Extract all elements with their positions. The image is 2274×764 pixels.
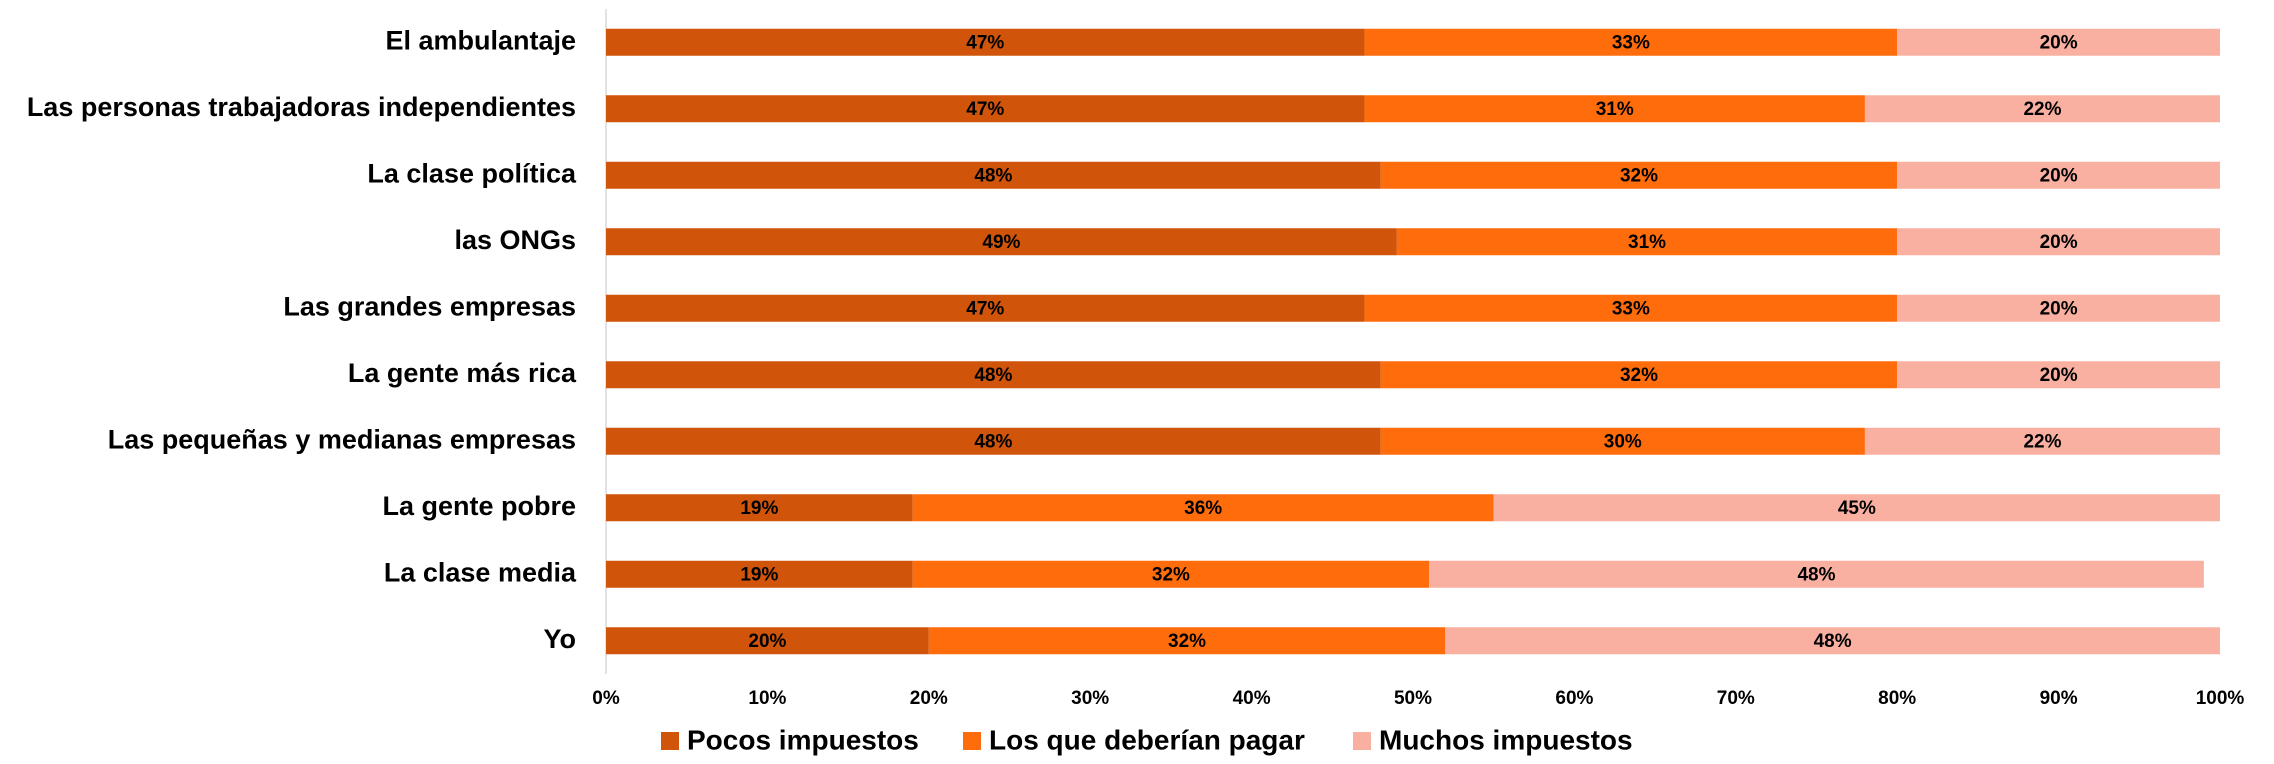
bar-segment xyxy=(606,427,1381,455)
value-label: 45% xyxy=(1838,498,1876,519)
bar-segment xyxy=(1445,627,2220,655)
x-tick-label: 10% xyxy=(748,688,786,709)
value-label: 32% xyxy=(1168,631,1206,652)
value-label: 20% xyxy=(2040,165,2078,186)
bar-segment xyxy=(1364,28,1898,56)
value-label: 48% xyxy=(1797,564,1835,585)
category-label: Las grandes empresas xyxy=(283,291,576,321)
bar-segment xyxy=(606,28,1365,56)
bar-segment xyxy=(912,560,1430,588)
value-label: 47% xyxy=(966,32,1004,53)
bar-segment xyxy=(912,494,1494,522)
category-label: El ambulantaje xyxy=(385,25,576,55)
category-label: Yo xyxy=(544,624,577,654)
legend-swatch xyxy=(963,732,981,750)
bar-segment xyxy=(1897,28,2220,56)
bar-segment xyxy=(1493,494,2220,522)
value-label: 32% xyxy=(1620,365,1658,386)
value-label: 19% xyxy=(740,498,778,519)
value-label: 47% xyxy=(966,99,1004,120)
bar-segment xyxy=(1396,228,1898,256)
x-tick-label: 80% xyxy=(1878,688,1916,709)
category-label: La gente más rica xyxy=(348,358,577,388)
x-tick-label: 60% xyxy=(1555,688,1593,709)
x-tick-label: 0% xyxy=(592,688,620,709)
bar-segment xyxy=(1897,228,2220,256)
legend-swatch xyxy=(661,732,679,750)
value-label: 20% xyxy=(2040,298,2078,319)
bar-segment xyxy=(606,494,913,522)
value-label: 31% xyxy=(1596,99,1634,120)
legend-label: Pocos impuestos xyxy=(687,724,919,755)
bar-segment xyxy=(606,95,1365,123)
bar-segment xyxy=(928,627,1446,655)
category-label: Las pequeñas y medianas empresas xyxy=(108,424,576,454)
value-label: 47% xyxy=(966,298,1004,319)
x-tick-label: 50% xyxy=(1394,688,1432,709)
value-label: 33% xyxy=(1612,298,1650,319)
value-label: 48% xyxy=(974,431,1012,452)
value-label: 31% xyxy=(1628,232,1666,253)
legend-label: Los que deberían pagar xyxy=(989,724,1305,755)
x-tick-label: 70% xyxy=(1717,688,1755,709)
bar-segment xyxy=(606,361,1381,389)
bar-segment xyxy=(606,627,929,655)
value-label: 20% xyxy=(2040,365,2078,386)
bar-segment xyxy=(606,294,1365,322)
value-label: 48% xyxy=(1814,631,1852,652)
x-tick-label: 30% xyxy=(1071,688,1109,709)
value-label: 49% xyxy=(982,232,1020,253)
bar-segment xyxy=(1864,427,2220,455)
category-label: Las personas trabajadoras independientes xyxy=(27,92,576,122)
value-label: 36% xyxy=(1184,498,1222,519)
category-label: las ONGs xyxy=(454,225,576,255)
bar-segment xyxy=(606,228,1397,256)
value-label: 48% xyxy=(974,365,1012,386)
bar-segment xyxy=(1897,361,2220,389)
value-label: 30% xyxy=(1604,431,1642,452)
value-label: 33% xyxy=(1612,32,1650,53)
value-label: 32% xyxy=(1620,165,1658,186)
bar-segment xyxy=(606,161,1381,189)
value-label: 32% xyxy=(1152,564,1190,585)
x-tick-label: 100% xyxy=(2196,688,2245,709)
x-tick-label: 40% xyxy=(1233,688,1271,709)
value-label: 20% xyxy=(748,631,786,652)
bar-segment xyxy=(1364,95,1865,123)
category-label: La clase política xyxy=(367,158,577,188)
bar-segment xyxy=(1429,560,2204,588)
bar-segment xyxy=(1897,161,2220,189)
x-tick-label: 90% xyxy=(2040,688,2078,709)
bar-segment xyxy=(606,560,913,588)
value-label: 19% xyxy=(740,564,778,585)
category-label: La gente pobre xyxy=(382,491,576,521)
value-label: 22% xyxy=(2023,431,2061,452)
legend-swatch xyxy=(1353,732,1371,750)
value-label: 48% xyxy=(974,165,1012,186)
bar-segment xyxy=(1897,294,2220,322)
bar-segment xyxy=(1364,294,1898,322)
bar-segment xyxy=(1380,161,1898,189)
value-label: 20% xyxy=(2040,232,2078,253)
bar-segment xyxy=(1864,95,2220,123)
value-label: 20% xyxy=(2040,32,2078,53)
bar-segment xyxy=(1380,427,1865,455)
value-label: 22% xyxy=(2023,99,2061,120)
legend-label: Muchos impuestos xyxy=(1379,724,1633,755)
category-label: La clase media xyxy=(384,557,577,587)
x-tick-label: 20% xyxy=(910,688,948,709)
bar-segment xyxy=(1380,361,1898,389)
